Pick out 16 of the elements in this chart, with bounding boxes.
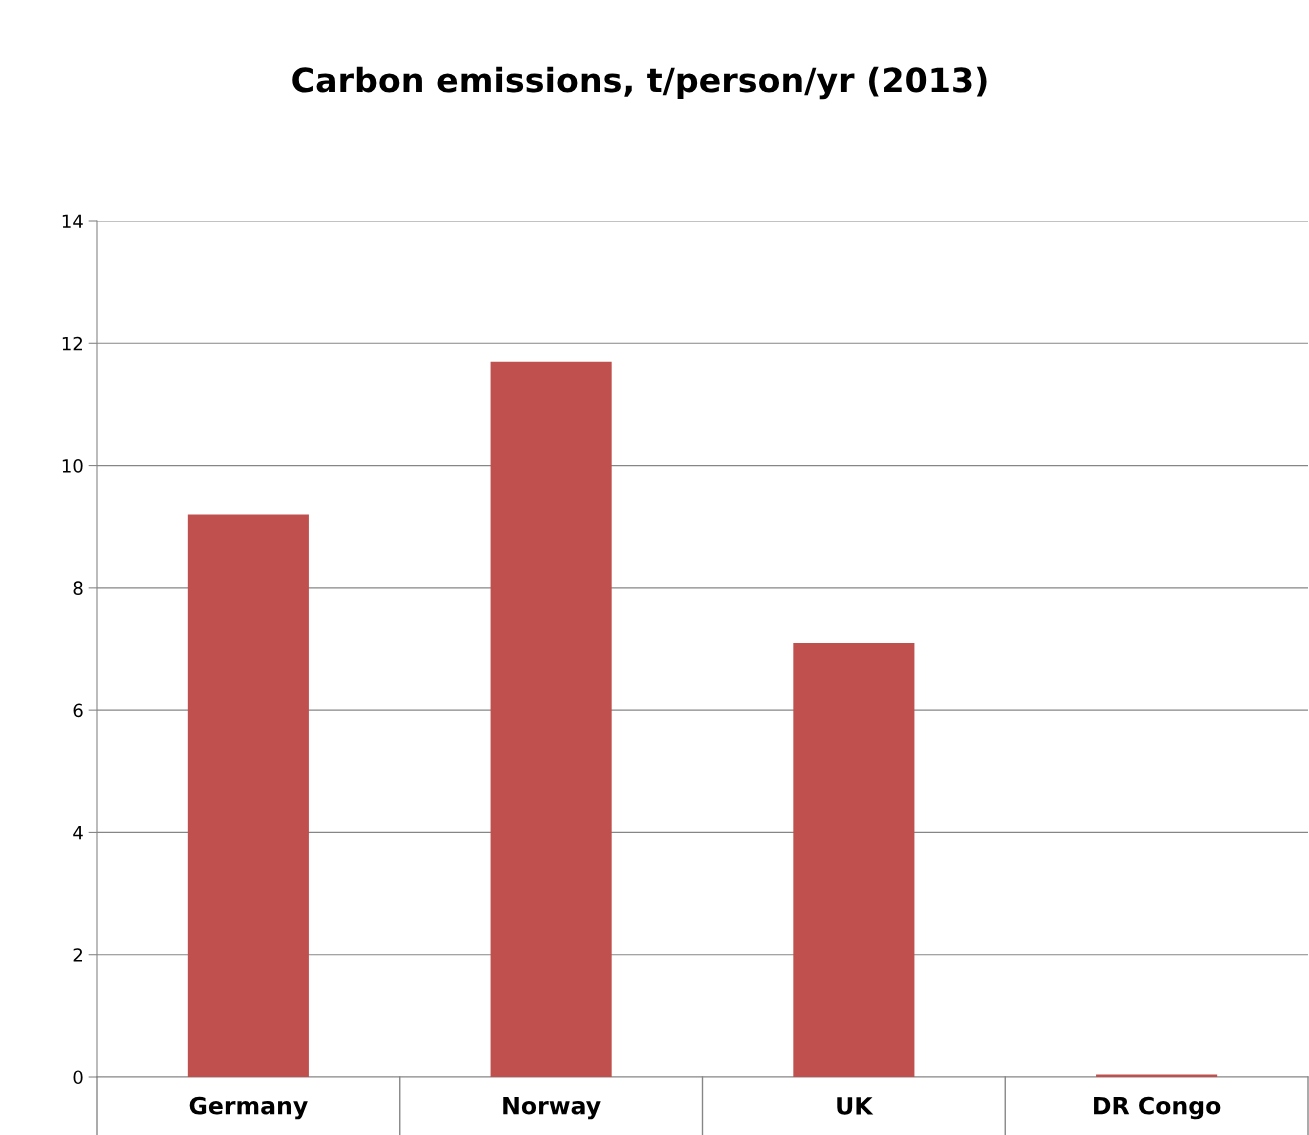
y-tick-label: 8 xyxy=(73,581,83,595)
y-tick-label: 6 xyxy=(73,703,83,718)
x-tick-label: DR Congo xyxy=(1094,1096,1221,1120)
y-tick-label: 0 xyxy=(73,1070,83,1085)
y-tick-label: 14 xyxy=(62,214,83,228)
bar xyxy=(490,361,612,1077)
x-tick-label: UK xyxy=(837,1097,874,1115)
x-tick-label: Norway xyxy=(503,1096,601,1120)
y-tick-label: 4 xyxy=(73,826,83,840)
y-tick-label: 2 xyxy=(73,948,82,962)
bar xyxy=(793,642,915,1077)
y-tick-label: 10 xyxy=(62,459,83,473)
bar xyxy=(187,514,309,1077)
chart-title: Carbon emissions, t/person/yr (2013) xyxy=(292,66,987,100)
x-tick-label: Germany xyxy=(189,1096,308,1120)
y-tick-label: 12 xyxy=(62,336,82,351)
